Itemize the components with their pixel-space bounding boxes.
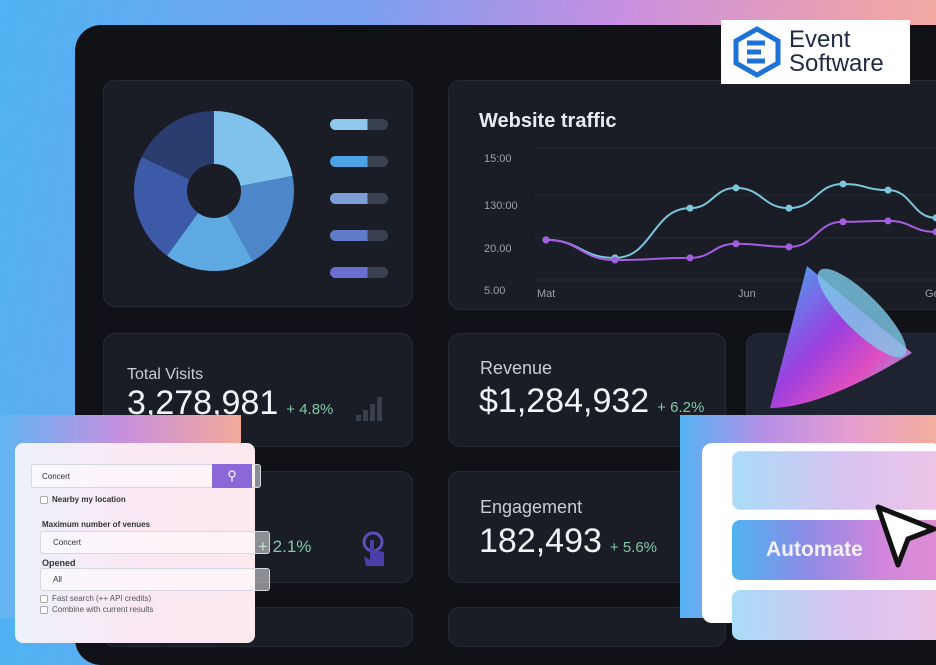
- y-tick-label: 15:00: [484, 153, 512, 165]
- y-tick-label: 20.00: [484, 243, 512, 255]
- combine-checkbox[interactable]: Combine with current results: [40, 605, 153, 614]
- nearby-label: Nearby my location: [52, 495, 126, 504]
- fast-search-checkbox[interactable]: Fast search (++ API credits): [40, 594, 151, 603]
- option-button[interactable]: [732, 590, 936, 640]
- data-point: [840, 218, 847, 225]
- stat-label: Total Visits: [127, 366, 203, 384]
- opened-value: All: [53, 575, 62, 584]
- cone-3d-icon: [762, 258, 922, 418]
- max-venues-label: Maximum number of venues: [42, 520, 150, 529]
- opened-label: Opened: [42, 558, 76, 568]
- max-venues-select[interactable]: Concert: [40, 531, 270, 554]
- nearby-checkbox[interactable]: Nearby my location: [40, 495, 126, 504]
- fast-search-label: Fast search (++ API credits): [52, 594, 151, 603]
- stat-value-row: 182,493 + 5.6%: [479, 522, 657, 561]
- data-point: [933, 228, 936, 235]
- logo-mark-icon: [731, 26, 783, 78]
- data-point: [612, 257, 619, 264]
- search-button[interactable]: ⚲: [212, 464, 252, 488]
- stat-value: 182,493: [479, 522, 602, 560]
- search-icon: ⚲: [227, 468, 237, 483]
- stat-value: $1,284,932: [479, 382, 649, 420]
- stat-change: + 4.8%: [286, 401, 333, 418]
- search-form-panel: Concert ⚲ Nearby my location Maximum num…: [0, 415, 241, 618]
- data-point: [543, 236, 550, 243]
- bar-chart-icon: [356, 395, 386, 423]
- data-point: [933, 214, 936, 221]
- combine-label: Combine with current results: [52, 605, 153, 614]
- data-point: [786, 205, 793, 212]
- data-point: [733, 184, 740, 191]
- cursor-arrow-icon: [872, 503, 936, 573]
- option-button[interactable]: [732, 451, 936, 510]
- data-point: [885, 217, 892, 224]
- opened-select[interactable]: All: [40, 568, 270, 591]
- data-point: [733, 240, 740, 247]
- logo-line1: Event: [789, 28, 884, 52]
- stat-change: + 6.2%: [657, 399, 704, 416]
- data-point: [687, 254, 694, 261]
- stat-value-row: $1,284,932 + 6.2%: [479, 382, 704, 421]
- stat-change: + 5.6%: [610, 539, 657, 556]
- search-input-value: Concert: [42, 472, 70, 481]
- automate-label: Automate: [766, 538, 863, 561]
- x-tick-label: Ge: [925, 288, 936, 300]
- tap-hand-icon: [356, 530, 390, 570]
- y-tick-label: 130:00: [484, 200, 518, 212]
- data-point: [840, 180, 847, 187]
- y-tick-label: 5.00: [484, 285, 505, 297]
- data-point: [885, 187, 892, 194]
- data-point: [786, 243, 793, 250]
- data-point: [687, 205, 694, 212]
- search-form: Concert ⚲ Nearby my location Maximum num…: [15, 443, 255, 643]
- stat-label: Revenue: [480, 358, 552, 379]
- series-line: [546, 221, 936, 260]
- x-tick-label: Mat: [537, 288, 555, 300]
- max-venues-value: Concert: [53, 538, 81, 547]
- stat-label: Engagement: [480, 497, 582, 518]
- x-tick-label: Jun: [738, 288, 756, 300]
- logo-line2: Software: [789, 52, 884, 76]
